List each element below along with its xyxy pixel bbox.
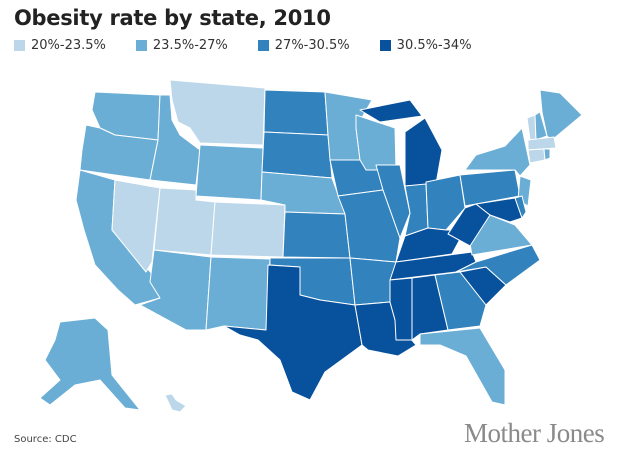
state-hi	[164, 393, 187, 413]
legend-swatch	[135, 40, 147, 51]
state-ma	[527, 136, 557, 151]
state-tx	[223, 264, 363, 401]
legend-item: 23.5%-27%	[135, 38, 228, 53]
state-il	[375, 164, 411, 239]
state-mt	[169, 79, 266, 146]
legend-item: 27%-30.5%	[257, 38, 350, 53]
state-ar	[349, 257, 397, 306]
legend-swatch	[14, 40, 25, 51]
state-al	[411, 274, 449, 341]
state-mi	[359, 99, 423, 123]
state-nd	[263, 89, 329, 136]
state-wy	[195, 144, 264, 201]
state-ak	[39, 317, 141, 411]
legend-label: 30.5%-34%	[396, 38, 472, 53]
state-ga	[434, 271, 487, 331]
legend: 20%-23.5% 23.5%-27% 27%-30.5% 30.5%-34%	[14, 38, 502, 53]
state-ct	[527, 148, 546, 164]
state-fl	[419, 327, 506, 406]
state-wi	[355, 114, 397, 171]
state-de	[514, 195, 527, 219]
state-nm	[205, 256, 271, 331]
state-nv	[111, 179, 161, 273]
state-oh	[425, 174, 466, 231]
legend-label: 27%-30.5%	[274, 38, 350, 53]
state-mi	[404, 117, 443, 187]
mother-jones-logo: Mother Jones	[464, 418, 605, 448]
state-md	[475, 197, 523, 223]
map-title: Obesity rate by state, 2010	[14, 6, 331, 30]
state-me	[539, 89, 583, 141]
state-sd	[261, 131, 333, 179]
legend-item: 30.5%-34%	[379, 38, 472, 53]
legend-label: 20%-23.5%	[31, 38, 106, 53]
legend-label: 23.5%-27%	[152, 38, 228, 53]
legend-item: 20%-23.5%	[14, 38, 106, 53]
state-ks	[282, 211, 351, 259]
state-ny	[464, 127, 531, 177]
state-ri	[543, 148, 551, 161]
legend-swatch	[379, 40, 391, 51]
state-co	[210, 201, 286, 258]
source-note: Source: CDC	[14, 434, 77, 445]
legend-swatch	[257, 40, 269, 51]
state-ut	[153, 187, 216, 256]
